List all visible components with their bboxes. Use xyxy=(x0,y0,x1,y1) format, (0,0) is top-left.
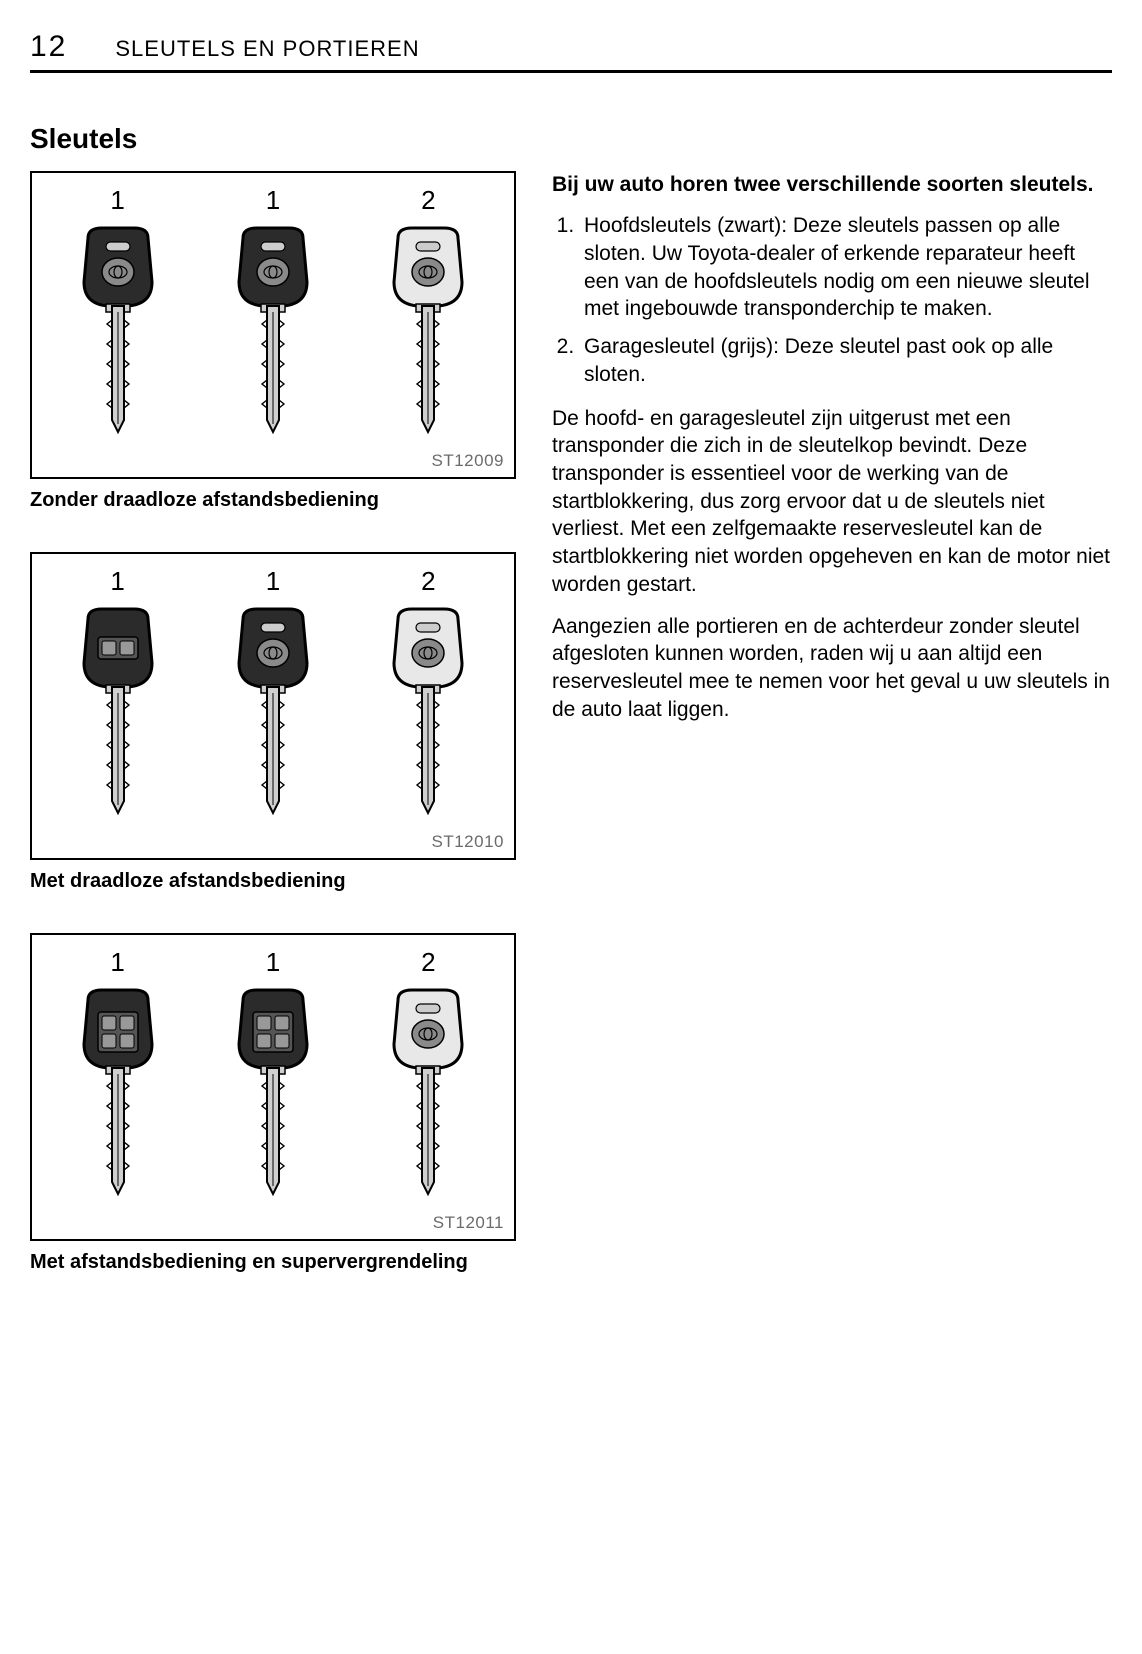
figure-box: 1 1 2 xyxy=(30,171,516,479)
section-heading: Sleutels xyxy=(30,123,1112,155)
key-number-label: 1 xyxy=(110,185,124,216)
key-unit: 1 xyxy=(53,185,183,455)
body-paragraph: De hoofd- en garagesleutel zijn uitgerus… xyxy=(552,405,1112,599)
key-number-label: 1 xyxy=(110,566,124,597)
figure-box: 1 1 xyxy=(30,933,516,1241)
key-unit: 2 xyxy=(363,947,493,1217)
key-number-label: 2 xyxy=(421,566,435,597)
key-illustration xyxy=(53,601,183,836)
key-icon xyxy=(363,982,493,1212)
figure-box: 1 1 2 xyxy=(30,552,516,860)
key-icon xyxy=(53,601,183,831)
figure-id-label: ST12010 xyxy=(432,832,505,852)
key-unit: 2 xyxy=(363,566,493,836)
figure-id-label: ST12009 xyxy=(432,451,505,471)
right-column: Bij uw auto horen twee verschillende soo… xyxy=(552,171,1112,1314)
key-illustration xyxy=(53,220,183,455)
list-item: Garagesleutel (grijs): Deze sleutel past… xyxy=(580,333,1112,388)
page-header: 12 SLEUTELS EN PORTIEREN xyxy=(30,30,1112,73)
key-illustration xyxy=(363,220,493,455)
key-type-list: Hoofdsleutels (zwart): Deze sleutels pas… xyxy=(552,212,1112,388)
key-number-label: 1 xyxy=(266,566,280,597)
key-unit: 1 xyxy=(208,185,338,455)
figure-caption: Met draadloze afstandsbediening xyxy=(30,870,518,893)
chapter-title: SLEUTELS EN PORTIEREN xyxy=(115,36,419,62)
key-unit: 1 xyxy=(208,566,338,836)
intro-paragraph: Bij uw auto horen twee verschillende soo… xyxy=(552,171,1112,198)
key-unit: 1 xyxy=(208,947,338,1217)
key-row: 1 1 2 xyxy=(32,554,514,836)
key-row: 1 1 2 xyxy=(32,173,514,455)
key-icon xyxy=(208,601,338,831)
key-illustration xyxy=(208,220,338,455)
content-columns: 1 1 2 xyxy=(30,171,1112,1314)
key-icon xyxy=(363,601,493,831)
key-illustration xyxy=(208,601,338,836)
left-column: 1 1 2 xyxy=(30,171,518,1314)
key-unit: 2 xyxy=(363,185,493,455)
key-icon xyxy=(208,982,338,1212)
figure-id-label: ST12011 xyxy=(433,1213,504,1233)
key-number-label: 1 xyxy=(266,185,280,216)
key-number-label: 1 xyxy=(266,947,280,978)
key-icon xyxy=(363,220,493,450)
page: 12 SLEUTELS EN PORTIEREN Sleutels 1 1 xyxy=(0,0,1142,1654)
key-illustration xyxy=(208,982,338,1217)
key-number-label: 2 xyxy=(421,947,435,978)
key-icon xyxy=(53,982,183,1212)
key-illustration xyxy=(363,601,493,836)
figure-caption: Zonder draadloze afstandsbediening xyxy=(30,489,518,512)
key-illustration xyxy=(363,982,493,1217)
list-item: Hoofdsleutels (zwart): Deze sleutels pas… xyxy=(580,212,1112,323)
key-number-label: 2 xyxy=(421,185,435,216)
key-number-label: 1 xyxy=(110,947,124,978)
key-icon xyxy=(208,220,338,450)
key-icon xyxy=(53,220,183,450)
key-unit: 1 xyxy=(53,947,183,1217)
key-illustration xyxy=(53,982,183,1217)
figure-caption: Met afstandsbediening en supervergrendel… xyxy=(30,1251,518,1274)
key-unit: 1 xyxy=(53,566,183,836)
page-number: 12 xyxy=(30,30,67,64)
body-paragraph: Aangezien alle portieren en de achterdeu… xyxy=(552,613,1112,724)
key-row: 1 1 xyxy=(32,935,514,1217)
